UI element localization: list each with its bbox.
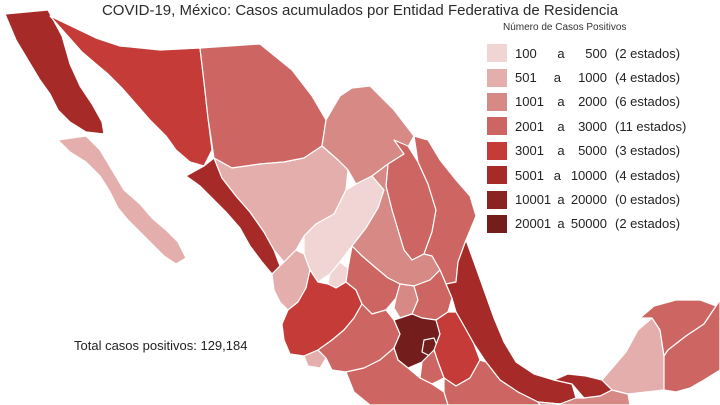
legend-max: 3000: [578, 118, 607, 134]
legend-row: 501 a 1000 (4 estados): [487, 65, 717, 89]
legend-max: 500: [585, 45, 607, 61]
legend-sep: a: [553, 192, 569, 208]
legend-row: 2001 a 3000 (11 estados): [487, 114, 717, 138]
legend-swatch: [487, 44, 507, 63]
legend-sep: a: [553, 118, 569, 134]
legend-min: 10001: [515, 192, 552, 208]
legend-range: 100 a 500: [515, 46, 607, 61]
legend-range: 3001 a 5000: [515, 143, 607, 158]
legend-swatch: [487, 92, 507, 111]
legend-min: 501: [515, 70, 537, 86]
legend-sep: a: [553, 94, 569, 110]
legend-sep: a: [553, 216, 569, 232]
legend-row: 20001 a 50000 (2 estados): [487, 212, 717, 236]
total-cases-label: Total casos positivos:: [74, 338, 197, 353]
legend-count: (0 estados): [615, 192, 681, 208]
legend-swatch: [487, 166, 507, 185]
legend-range: 20001 a 50000: [515, 216, 607, 231]
legend-row: 5001 a 10000 (4 estados): [487, 163, 717, 187]
legend-sep: a: [550, 70, 565, 86]
state-chiapas: [537, 389, 631, 405]
legend-sep: a: [553, 143, 569, 159]
legend-count: (4 estados): [615, 70, 681, 86]
state-colima: [303, 349, 327, 369]
legend-count: (6 estados): [615, 94, 681, 110]
state-baja-california: [4, 9, 105, 135]
legend-row: 100 a 500 (2 estados): [487, 41, 717, 65]
legend-max: 50000: [570, 216, 607, 232]
legend-row: 1001 a 2000 (6 estados): [487, 90, 717, 114]
state-quintana-roo: [663, 299, 720, 393]
legend-row: 3001 a 5000 (3 estados): [487, 139, 717, 163]
legend-min: 1001: [515, 94, 544, 110]
legend-min: 100: [515, 45, 537, 61]
legend-swatch: [487, 190, 507, 209]
legend-max: 1000: [578, 70, 607, 86]
state-guerrero: [345, 347, 449, 405]
legend-swatch: [487, 214, 507, 233]
total-cases-value: 129,184: [200, 338, 248, 353]
state-sonora: [49, 15, 213, 167]
legend-range: 5001 a 10000: [515, 168, 607, 183]
total-cases: Total casos positivos: 129,184: [74, 338, 247, 353]
state-oaxaca: [443, 359, 541, 405]
legend-range: 501 a 1000: [515, 70, 607, 85]
page-title: COVID-19, México: Casos acumulados por E…: [101, 2, 619, 19]
legend-range: 10001 a 20000: [515, 192, 607, 207]
legend-swatch: [487, 117, 507, 136]
legend-sep: a: [553, 45, 569, 61]
legend-max: 5000: [578, 143, 607, 159]
legend-count: (3 estados): [615, 143, 681, 159]
legend-count: (4 estados): [615, 167, 681, 183]
legend-range: 2001 a 3000: [515, 119, 607, 134]
state-campeche: [601, 317, 665, 395]
legend-count: (11 estados): [615, 118, 687, 134]
legend-count: (2 estados): [615, 216, 681, 232]
legend-row: 10001 a 20000 (0 estados): [487, 187, 717, 211]
legend-max: 2000: [578, 94, 607, 110]
legend-swatch: [487, 68, 507, 87]
legend-swatch: [487, 141, 507, 160]
legend-sep: a: [550, 167, 565, 183]
state-chihuahua: [199, 43, 327, 169]
legend-min: 2001: [515, 118, 544, 134]
legend-count: (2 estados): [615, 45, 681, 61]
legend-min: 5001: [515, 167, 544, 183]
legend-min: 20001: [515, 216, 552, 232]
legend-max: 20000: [570, 192, 607, 208]
legend-title: Número de Casos Positivos: [503, 22, 627, 33]
legend-min: 3001: [515, 143, 544, 159]
state-baja-california-sur: [57, 135, 187, 265]
legend-range: 1001 a 2000: [515, 94, 607, 109]
legend-max: 10000: [570, 167, 607, 183]
legend: Número de Casos Positivos 100 a 500 (2 e…: [487, 22, 717, 236]
